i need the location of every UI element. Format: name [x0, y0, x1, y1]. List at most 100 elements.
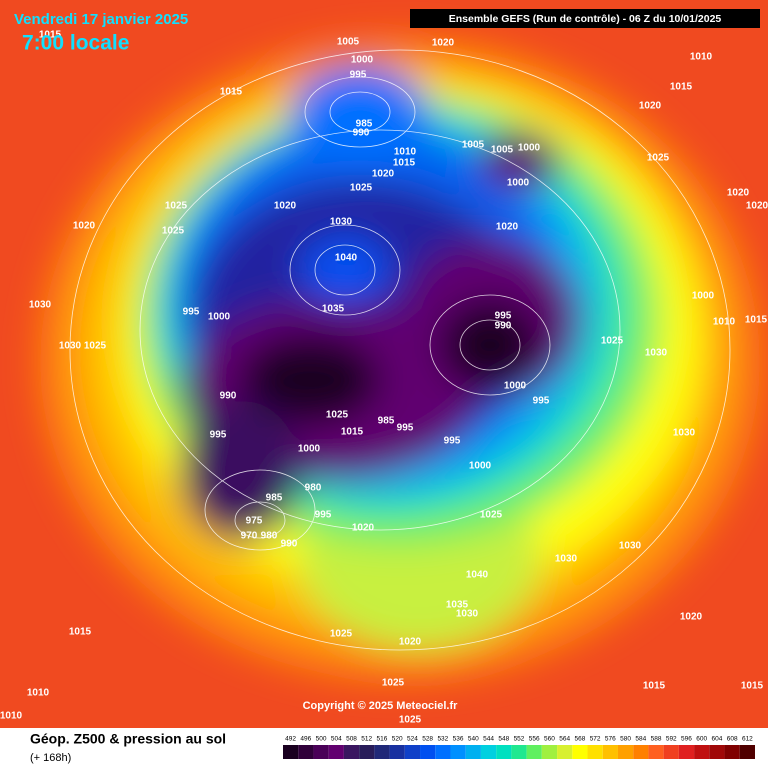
isobar-label: 980	[305, 483, 322, 494]
scale-swatch	[343, 745, 360, 759]
scale-label: 516	[377, 736, 388, 743]
scale-label: 568	[574, 736, 585, 743]
footer-lead: (+ 168h)	[30, 752, 71, 764]
isobar-label: 1030	[619, 541, 642, 552]
isobar-label: 1020	[639, 101, 662, 112]
color-scale: 492 496 500 504 508 512 516 520 524 528 532 536 540 5…	[283, 736, 755, 759]
scale-swatch	[283, 745, 299, 759]
isobar-label: 1020	[399, 637, 422, 648]
scale-swatch	[541, 745, 558, 759]
isobar-label: 1015	[393, 158, 416, 169]
isobar-label: 990	[281, 539, 298, 550]
isobar-label: 975	[246, 516, 263, 527]
isobar-label: 995	[183, 307, 200, 318]
isobar-label: 1020	[274, 201, 297, 212]
isobar-label: 1040	[466, 570, 489, 581]
isobar-label: 990	[495, 321, 512, 332]
isobar-label: 1030	[330, 217, 353, 228]
isobar-label: 970	[241, 531, 258, 542]
isobar-label: 1015	[643, 681, 666, 692]
scale-label: 520	[392, 736, 403, 743]
isobar-label: 1040	[335, 253, 358, 264]
isobar-label: 1020	[352, 523, 375, 534]
scale-swatch	[389, 745, 405, 759]
isobar-label: 995	[397, 423, 414, 434]
isobar-label: 995	[210, 430, 227, 441]
scale-label: 536	[453, 736, 464, 743]
scale-swatch	[359, 745, 375, 759]
isobar-label: 995	[533, 396, 550, 407]
isobar-label: 1025	[480, 510, 503, 521]
scale-label: 532	[437, 736, 448, 743]
scale-swatch	[313, 745, 329, 759]
scale-label: 592	[666, 736, 677, 743]
isobar-label: 1005	[462, 140, 485, 151]
isobar-label: 1020	[372, 169, 395, 180]
scale-swatch	[724, 745, 740, 759]
isobar-label: 1000	[351, 55, 374, 66]
isobar-label: 1030	[59, 341, 82, 352]
scale-swatch	[511, 745, 527, 759]
scale-label: 600	[696, 736, 707, 743]
scale-label: 552	[514, 736, 525, 743]
scale-swatch	[633, 745, 649, 759]
isobar-label: 1030	[29, 300, 52, 311]
scale-swatch	[709, 745, 725, 759]
isobar-label: 1010	[713, 317, 736, 328]
isobar-label: 1015	[670, 82, 693, 93]
isobar-label: 1025	[647, 153, 670, 164]
scale-swatch	[617, 745, 634, 759]
isobar-label: 1015	[69, 627, 92, 638]
isobar-label: 990	[353, 128, 370, 139]
scale-swatch	[450, 745, 466, 759]
isobar-label: 995	[444, 436, 461, 447]
scale-label: 508	[346, 736, 357, 743]
scale-swatch	[557, 745, 573, 759]
map-time: 7:00 locale	[22, 32, 129, 55]
isobar-label: 1010	[27, 688, 50, 699]
scale-label: 588	[651, 736, 662, 743]
scale-label: 612	[742, 736, 753, 743]
scale-label: 580	[620, 736, 631, 743]
isobar-label: 1010	[394, 147, 417, 158]
footer-title: Géop. Z500 & pression au sol	[30, 731, 226, 747]
isobar-label: 1000	[692, 291, 715, 302]
isobar-label: 1020	[73, 221, 96, 232]
isobar-label: 1005	[491, 145, 514, 156]
scale-label: 544	[483, 736, 494, 743]
scale-label: 540	[468, 736, 479, 743]
scale-label: 496	[300, 736, 311, 743]
scale-swatch	[328, 745, 344, 759]
isobar-label: 1030	[555, 554, 578, 565]
scale-label: 584	[635, 736, 646, 743]
isobar-label: 985	[378, 416, 395, 427]
scale-label: 564	[559, 736, 570, 743]
isobar-label: 1025	[165, 201, 188, 212]
isobar-label: 1000	[507, 178, 530, 189]
isobar-label: 1000	[518, 143, 541, 154]
copyright: Copyright © 2025 Meteociel.fr	[303, 700, 459, 712]
scale-swatch	[663, 745, 679, 759]
scale-swatch	[587, 745, 603, 759]
isobar-label: 1015	[741, 681, 764, 692]
scale-swatch	[678, 745, 695, 759]
scale-label: 548	[498, 736, 509, 743]
isobar-label: 980	[261, 531, 278, 542]
isobar-label: 990	[220, 391, 237, 402]
scale-label: 572	[590, 736, 601, 743]
map-date: Vendredi 17 janvier 2025	[14, 11, 188, 28]
scale-label: 524	[407, 736, 418, 743]
scale-swatch	[465, 745, 481, 759]
isobar-label: 1000	[469, 461, 492, 472]
isobar-label: 1025	[399, 715, 422, 726]
scale-label: 528	[422, 736, 433, 743]
isobar-label: 1030	[645, 348, 668, 359]
isobar-label: 1020	[727, 188, 750, 199]
isobar-label: 1015	[341, 427, 364, 438]
isobar-label: 1035	[446, 600, 469, 611]
isobar-label: 1020	[680, 612, 703, 623]
scale-label: 500	[316, 736, 327, 743]
scale-label: 492	[285, 736, 296, 743]
